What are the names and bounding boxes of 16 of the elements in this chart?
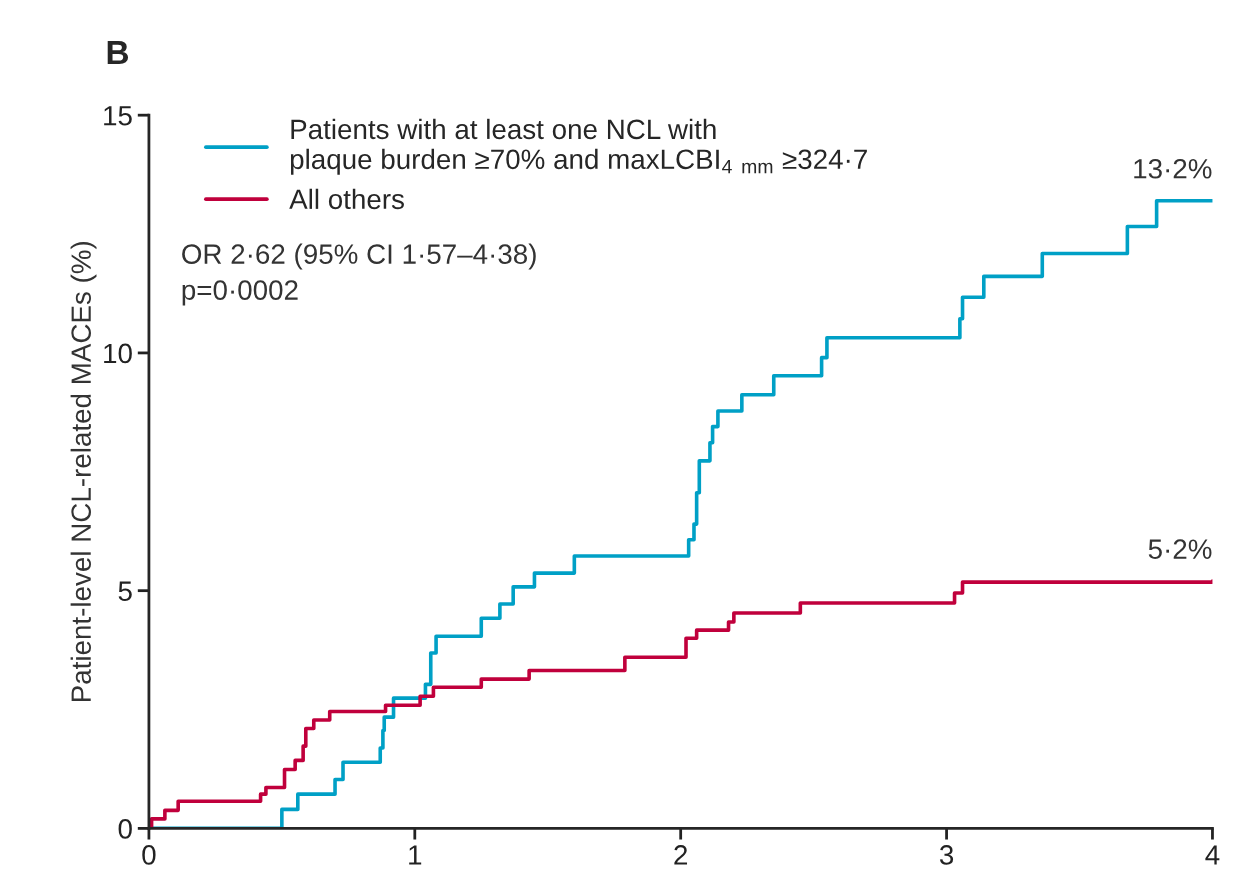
annotation: 13·2% [1134,158,1212,179]
legend-label: All others [289,188,404,210]
x-tick-label: 2 [674,845,688,865]
x-tick-label: 4 [1205,845,1220,865]
x-tick-label: 3 [939,845,954,865]
legend-label: Patients with at least one NCL with plaque burden ≥70% and maxLCBI$_{4 mm}$ ≥324·7 [290,118,867,175]
chart-title: B [107,41,129,65]
x-tick-label: 0 [142,845,156,865]
x-tick-label: 1 [409,845,422,865]
y-tick-label: 15 [104,106,132,126]
y-tick-label: 10 [104,343,132,364]
annotation: 5·2% [1148,539,1212,559]
annotation: OR 2·62 (95% CI 1·57–4·38) p=0·0002 [182,243,536,306]
y-tick-label: 0 [118,819,132,839]
y-tick-label: 5 [118,581,132,602]
y-axis-title: Patient-level NCL-related MACEs (%) [70,241,97,702]
